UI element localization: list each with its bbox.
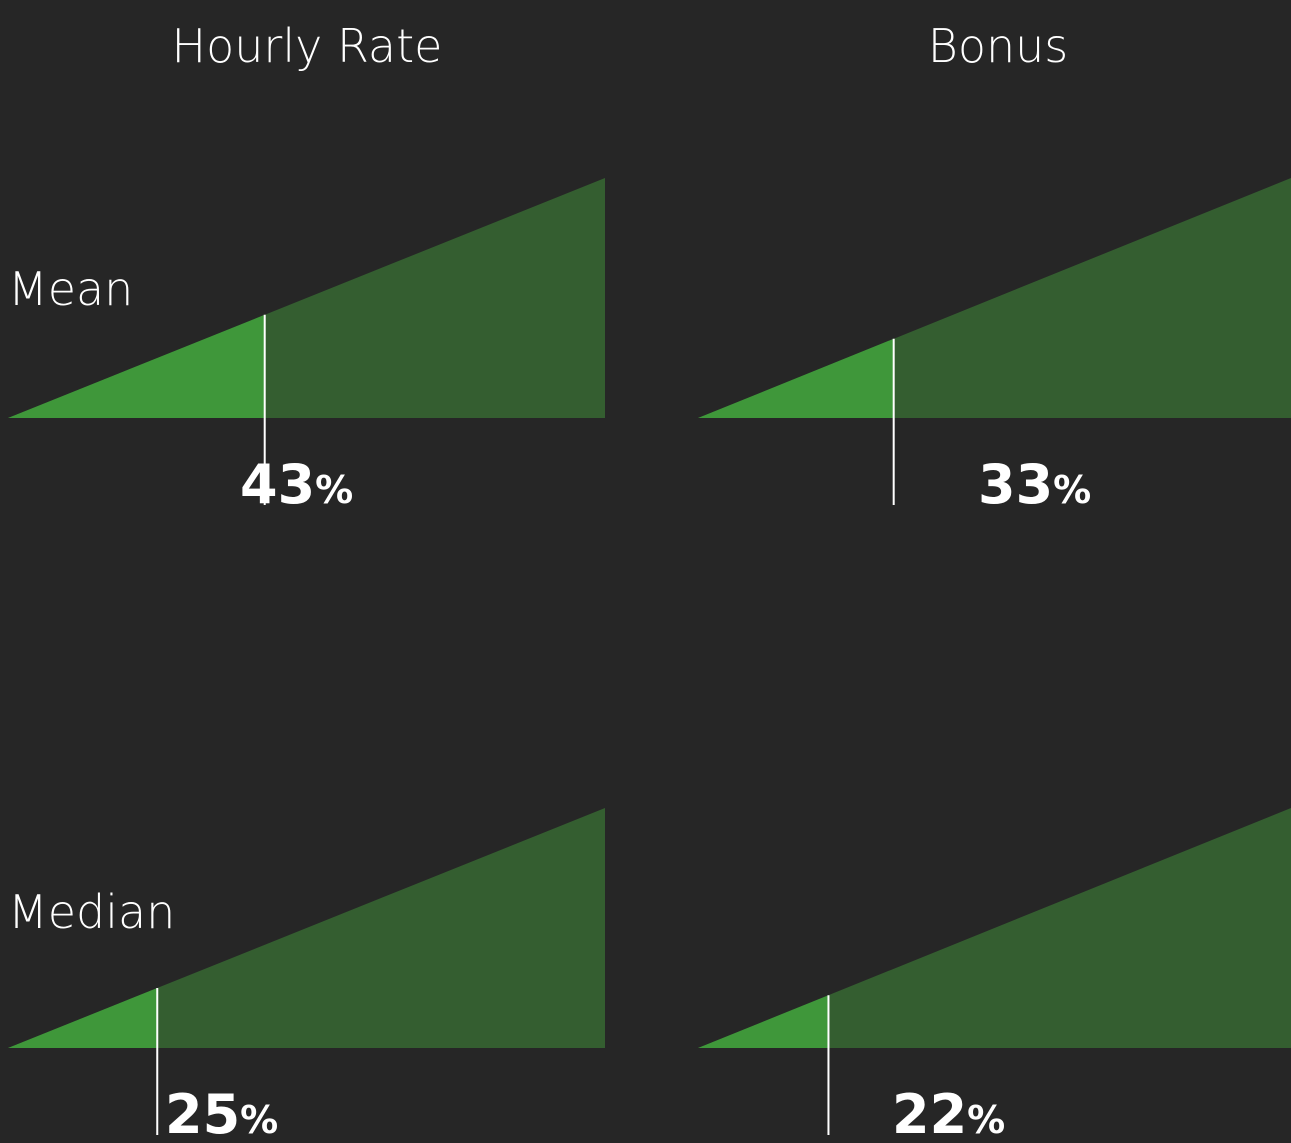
triangle-fill <box>8 988 158 1048</box>
column-title: Bonus <box>928 19 1069 73</box>
value-label: 33% <box>978 453 1091 516</box>
row-label: Median <box>8 885 175 939</box>
value-number: 43 <box>240 453 315 516</box>
row-label: Mean <box>8 262 133 316</box>
triangle-fill <box>8 314 265 418</box>
value-label: 25% <box>165 1083 278 1143</box>
triangle-track <box>698 808 1291 1048</box>
triangle-fill <box>698 338 894 418</box>
value-number: 25 <box>165 1083 240 1143</box>
value-unit: % <box>240 1098 278 1142</box>
column-title: Hourly Rate <box>172 19 443 73</box>
value-label: 43% <box>240 453 353 516</box>
value-unit: % <box>967 1098 1005 1142</box>
triangle-fill <box>698 995 829 1048</box>
value-unit: % <box>315 468 353 512</box>
value-number: 33 <box>978 453 1053 516</box>
value-unit: % <box>1053 468 1091 512</box>
value-label: 22% <box>892 1083 1005 1143</box>
value-number: 22 <box>892 1083 967 1143</box>
